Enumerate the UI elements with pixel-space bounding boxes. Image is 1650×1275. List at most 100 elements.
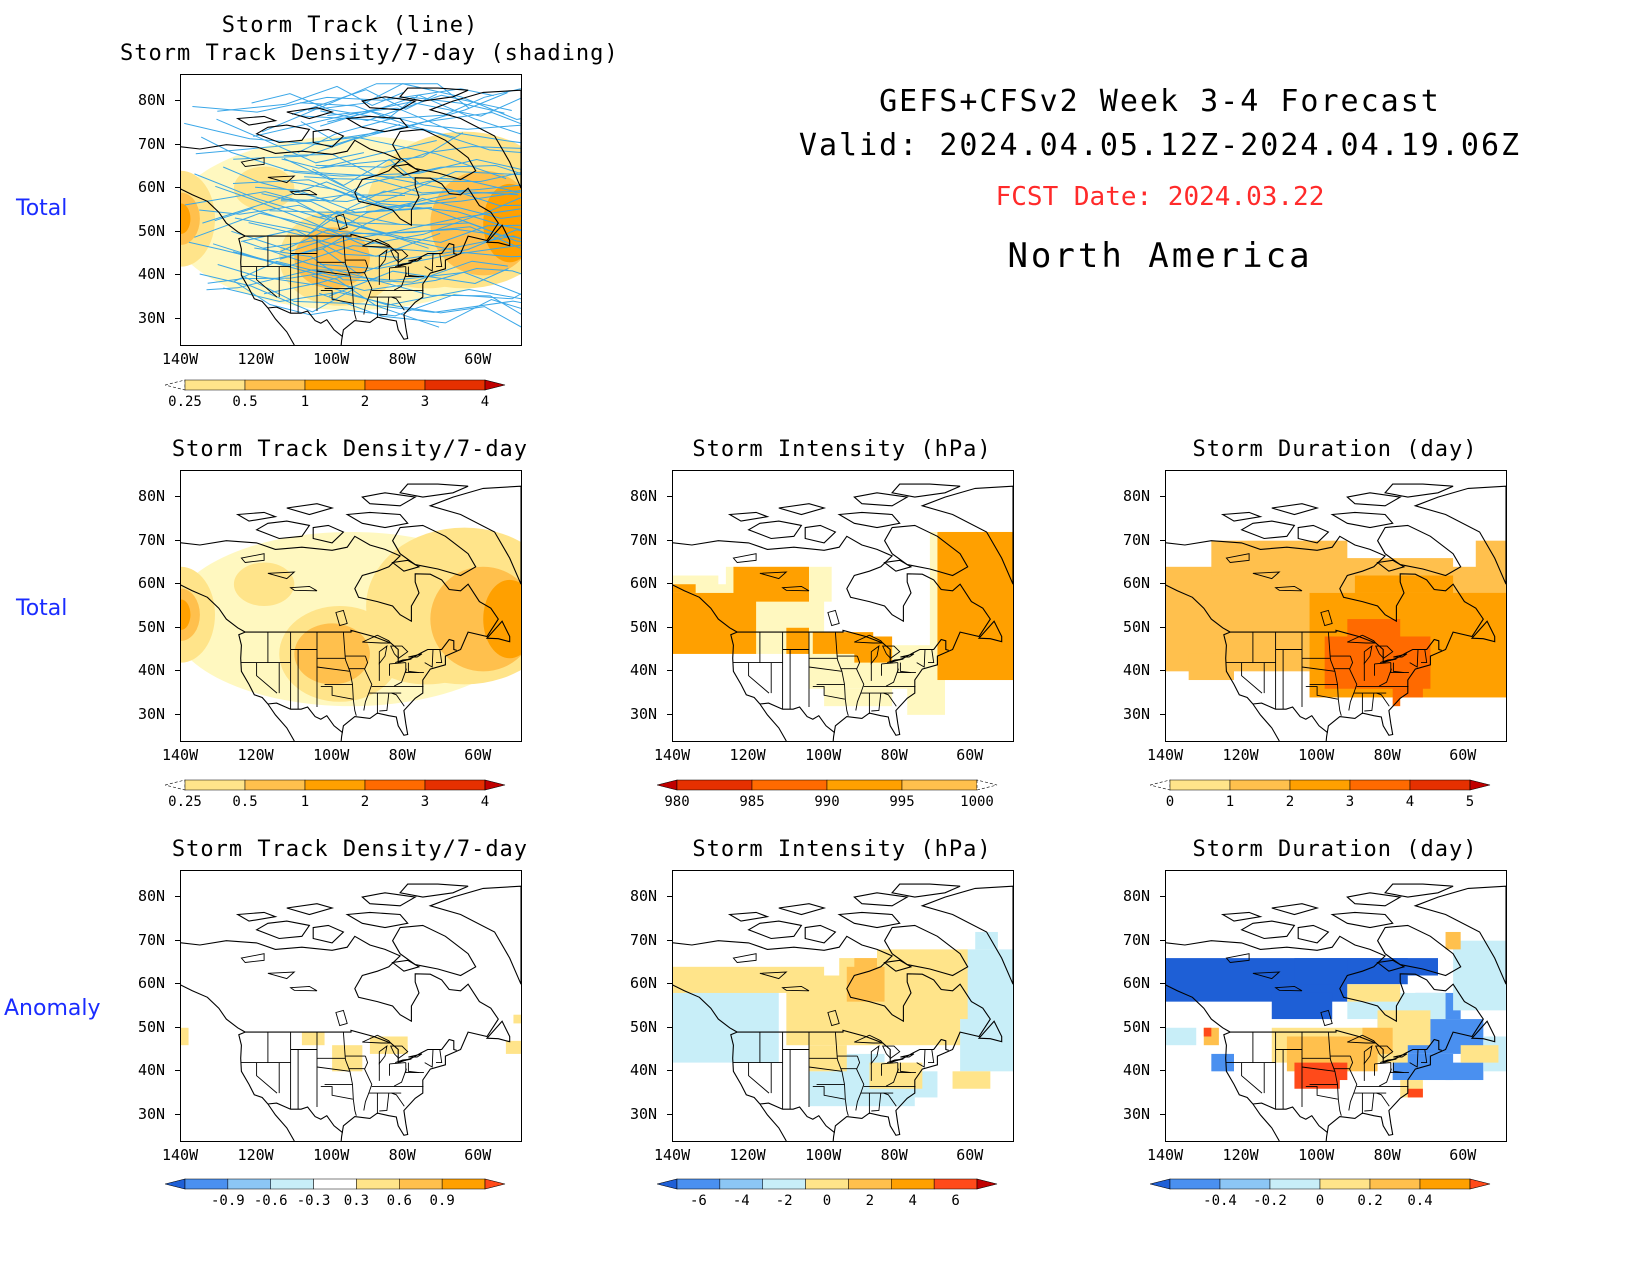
map-panel-density xyxy=(180,470,522,742)
us-mexico-border xyxy=(759,702,836,734)
lon-tick-label: 60W xyxy=(1449,1146,1477,1164)
lat-tick-label: 80N xyxy=(1123,487,1151,506)
coastline-map xyxy=(1166,883,1506,1141)
colorbar-label: 990 xyxy=(814,794,839,810)
lon-tick-label: 60W xyxy=(956,746,984,764)
colorbar-segment xyxy=(244,779,306,791)
lat-tick-mark xyxy=(175,187,180,189)
colorbar-label: 0 xyxy=(1166,794,1174,810)
us-canada-border xyxy=(1230,1029,1442,1064)
lon-tick-label: 80W xyxy=(388,350,416,368)
colorbar-left-arrow xyxy=(656,1178,678,1190)
us-canada-border xyxy=(737,629,949,664)
colorbar-segment xyxy=(424,379,486,391)
lat-tick-label: 50N xyxy=(138,221,166,240)
colorbar-segment xyxy=(805,1178,849,1190)
colorbar-intensity-anom: -6 -4 -2 0 2 4 6 xyxy=(656,1177,1037,1215)
lon-tick-label: 80W xyxy=(880,1146,908,1164)
lon-tick-label: 80W xyxy=(1373,746,1401,764)
lat-tick-mark xyxy=(1160,983,1165,985)
colorbar-segment xyxy=(244,379,306,391)
colorbar-label: 2 xyxy=(866,1193,874,1209)
colorbar-label: 3 xyxy=(1346,794,1354,810)
lon-tick-label: 120W xyxy=(237,1146,274,1164)
colorbar-right-arrow xyxy=(976,779,998,791)
colorbar-intensity: 980 985 990 995 1000 xyxy=(656,778,1037,816)
colorbar-label: -4 xyxy=(733,1193,750,1209)
lat-tick-label: 30N xyxy=(1123,704,1151,723)
us-canada-border xyxy=(245,1029,457,1064)
colorbar-density: 0.25 0.5 1 2 3 4 xyxy=(164,778,545,816)
lat-tick-label: 30N xyxy=(138,704,166,723)
colorbar-label: -6 xyxy=(690,1193,707,1209)
lat-tick-mark xyxy=(667,583,672,585)
lat-tick-mark xyxy=(175,1026,180,1028)
lon-tick-label: 60W xyxy=(464,1146,492,1164)
lat-tick-mark xyxy=(1160,1070,1165,1072)
lon-tick-label: 100W xyxy=(313,1146,350,1164)
lon-tick-label: 140W xyxy=(654,746,691,764)
lon-tick-label: 100W xyxy=(313,350,350,368)
lat-tick-mark xyxy=(175,143,180,145)
lat-tick-label: 40N xyxy=(630,1061,658,1080)
colorbar-label: 0.4 xyxy=(1407,1193,1432,1209)
lat-tick-label: 40N xyxy=(1123,661,1151,680)
intensity-anomaly-orange xyxy=(846,958,885,1002)
lat-tick-label: 80N xyxy=(630,487,658,506)
lat-tick-label: 40N xyxy=(138,661,166,680)
lat-tick-label: 60N xyxy=(1123,974,1151,993)
lat-tick-label: 70N xyxy=(138,530,166,549)
colorbar-right-arrow xyxy=(1469,1178,1491,1190)
lat-tick-mark xyxy=(667,1026,672,1028)
lat-tick-label: 50N xyxy=(138,1017,166,1036)
colorbar-segment xyxy=(1169,779,1231,791)
lon-tick-label: 80W xyxy=(1373,1146,1401,1164)
lon-tick-label: 80W xyxy=(388,746,416,764)
colorbar-label: 2 xyxy=(1286,794,1294,810)
us-mexico-border xyxy=(267,702,344,734)
colorbar-right-arrow xyxy=(976,1178,998,1190)
colorbar-label: 2 xyxy=(361,794,369,810)
lat-tick-mark xyxy=(175,896,180,898)
panel-title-p4: Storm Track Density/7-day xyxy=(171,837,529,862)
colorbar-label: 0.5 xyxy=(232,394,257,410)
lat-tick-label: 30N xyxy=(630,704,658,723)
lon-tick-label: 80W xyxy=(880,746,908,764)
colorbar-label: 3 xyxy=(421,394,429,410)
colorbar-label: 1 xyxy=(301,794,309,810)
colorbar-label: 0.25 xyxy=(168,794,202,810)
lon-tick-label: 120W xyxy=(237,350,274,368)
map-panel-duration-anom xyxy=(1165,870,1507,1142)
lat-tick-mark xyxy=(175,939,180,941)
colorbar-label: 980 xyxy=(664,794,689,810)
lat-tick-mark xyxy=(1160,539,1165,541)
lat-tick-mark xyxy=(175,713,180,715)
colorbar-segment xyxy=(1269,1178,1321,1190)
colorbar-segment xyxy=(424,779,486,791)
colorbar-segment xyxy=(227,1178,271,1190)
lat-tick-label: 30N xyxy=(138,1104,166,1123)
lat-tick-mark xyxy=(667,939,672,941)
panel-title-p6: Storm Duration (day) xyxy=(1192,837,1478,862)
forecast-date: FCST Date: 2024.03.22 xyxy=(995,182,1325,212)
us-mexico-border xyxy=(267,306,344,338)
density-anomaly-shading xyxy=(181,1027,521,1072)
lat-tick-label: 70N xyxy=(1123,530,1151,549)
lat-tick-mark xyxy=(175,496,180,498)
shading-region xyxy=(233,562,295,606)
colorbar-segment xyxy=(364,379,426,391)
lat-tick-label: 80N xyxy=(138,487,166,506)
coastline-map xyxy=(673,883,1013,1141)
panel-title-p3: Storm Duration (day) xyxy=(1192,437,1478,462)
panel-title-p0: Storm Track (line) Storm Track Density/7… xyxy=(120,13,619,66)
lon-tick-label: 140W xyxy=(162,350,199,368)
colorbar-label: 0.9 xyxy=(429,1193,454,1209)
map-panel-intensity xyxy=(672,470,1014,742)
lat-tick-label: 70N xyxy=(138,930,166,949)
lon-tick-label: 100W xyxy=(1298,746,1335,764)
colorbar-segment xyxy=(901,779,978,791)
lat-tick-mark xyxy=(175,983,180,985)
lon-tick-label: 120W xyxy=(729,746,766,764)
lat-tick-mark xyxy=(667,1070,672,1072)
lat-tick-mark xyxy=(175,626,180,628)
